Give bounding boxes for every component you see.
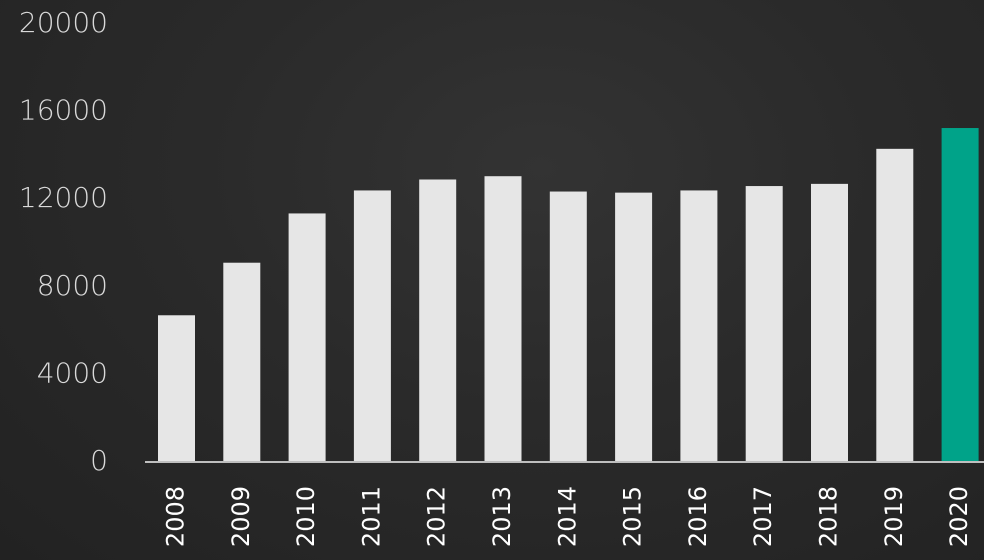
x-axis-labels: 2008 2009 2010 2011 2012 2013 2014 2015 2016 2017… [162, 486, 974, 547]
bar-2017 [745, 186, 783, 462]
bar-2018 [811, 183, 848, 462]
y-axis-ticks: 0 4000 8000 12000 16000 20000 [19, 6, 108, 477]
y-tick-label: 20000 [19, 6, 108, 39]
bar-2014 [549, 191, 587, 462]
x-tick-label: 2018 [815, 486, 843, 547]
x-tick-label: 2017 [749, 486, 777, 547]
x-tick-label: 2010 [292, 486, 320, 547]
bar-2011 [353, 190, 391, 462]
bars-group [158, 128, 979, 463]
x-tick-label: 2014 [553, 486, 581, 547]
bar-2009 [223, 262, 261, 462]
bar-2016 [680, 190, 718, 462]
bar-2010 [288, 213, 326, 462]
x-tick-label: 2008 [162, 486, 190, 547]
y-tick-label: 8000 [37, 269, 108, 302]
x-tick-label: 2013 [488, 486, 516, 547]
x-tick-label: 2011 [357, 486, 385, 547]
bar-2019 [876, 148, 914, 462]
x-tick-label: 2019 [880, 486, 908, 547]
bar-2012 [419, 179, 457, 463]
x-tick-label: 2009 [227, 486, 255, 547]
bar-2015 [615, 192, 653, 462]
x-tick-label: 2015 [619, 486, 647, 547]
x-tick-label: 2016 [684, 486, 712, 547]
y-tick-label: 0 [90, 444, 108, 477]
bar-2020 [941, 128, 979, 462]
y-tick-label: 4000 [37, 356, 108, 389]
x-tick-label: 2012 [423, 486, 451, 547]
bar-2013 [484, 176, 522, 462]
bar-2008 [158, 315, 195, 462]
y-tick-label: 12000 [19, 181, 108, 214]
y-tick-label: 16000 [19, 94, 108, 127]
x-tick-label: 2020 [945, 486, 973, 547]
